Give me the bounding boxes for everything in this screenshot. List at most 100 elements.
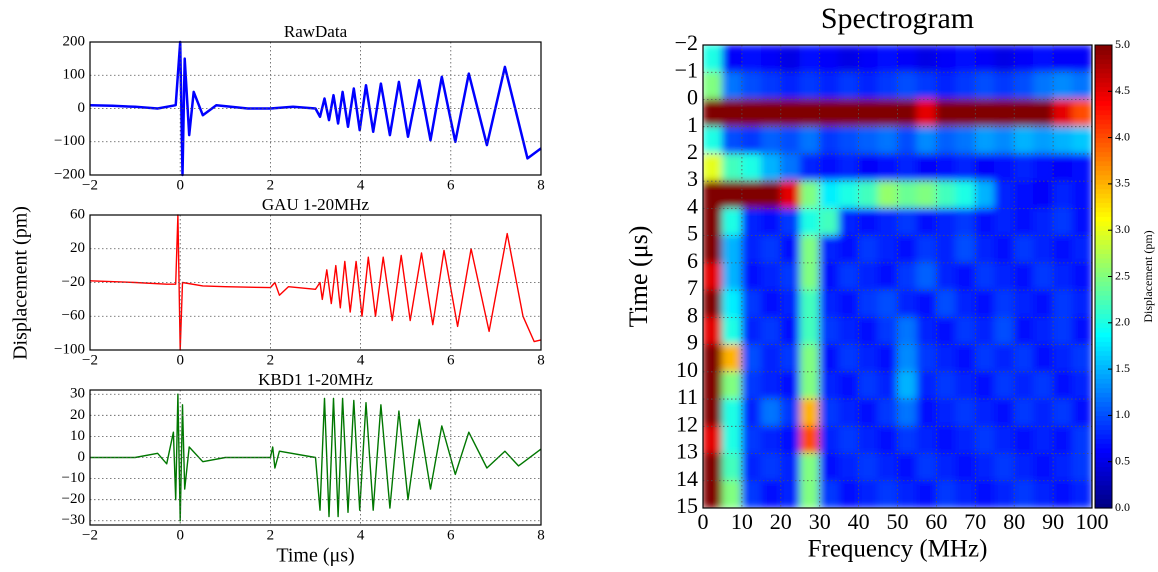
colorbar-step [1095,151,1112,157]
heatmap-cell [799,453,821,482]
colorbar-step [1095,480,1112,486]
heatmap-cell [916,398,937,427]
colorbar-step [1095,207,1112,213]
heatmap-cell [703,71,723,100]
heatmap-cell [858,480,879,508]
heatmap-cell [955,207,976,237]
y-tick-label: 12 [676,411,698,436]
heatmap-cell [858,98,879,128]
heatmap-cell [1033,289,1054,318]
y-tick-label: 10 [676,357,698,382]
heatmap-cell [935,235,957,264]
colorbar-step [1095,45,1112,51]
colorbar-step [1095,271,1112,278]
heatmap-cell [1052,71,1074,100]
heatmap-cell [877,45,898,73]
heatmap-cell [799,344,821,373]
colorbar-step [1095,225,1112,231]
heatmap-cell [799,180,821,209]
heatmap-cell [916,262,937,291]
heatmap-cell [838,235,860,264]
heatmap-cell [703,153,723,182]
colorbar-step [1095,489,1112,495]
heatmap-cell [819,371,840,400]
colorbar-step [1095,193,1112,199]
heatmap-cell [1033,344,1054,373]
y-tick-label: 200 [63,33,86,49]
x-tick-label: 4 [357,352,365,368]
heatmap-cell [838,71,860,100]
heatmap-cell [1033,480,1054,508]
heatmap-cell [819,480,840,508]
colorbar-step [1095,327,1112,333]
heatmap-cell [897,398,918,427]
heatmap-cell [935,207,957,237]
heatmap-cell [916,98,937,128]
heatmap-cell [760,398,782,427]
heatmap-cell [994,235,1015,264]
colorbar-step [1095,392,1112,398]
heatmap-cell [721,480,743,508]
heatmap-cell [838,289,860,318]
colorbar-step [1095,211,1112,217]
colorbar-step [1095,68,1112,74]
colorbar-step [1095,373,1112,379]
heatmap-cell [974,153,996,182]
colorbar-step [1095,336,1112,342]
heatmap-cell [897,371,918,400]
heatmap-cell [760,98,782,128]
colorbar-step [1095,197,1112,204]
heatmap-cell [994,316,1015,346]
colorbar-step [1095,170,1112,176]
heatmap-cell [780,344,801,373]
heatmap-cell [799,371,821,400]
heatmap-cell [741,235,762,264]
colorbar-step [1095,466,1112,472]
heatmap-cell [780,235,801,264]
colorbar-step [1095,262,1112,268]
heatmap-cell [760,480,782,508]
heatmap-cell [858,180,879,209]
heatmap-cell [897,289,918,318]
heatmap-cell [741,480,762,508]
heatmap-cell [741,126,762,155]
heatmap-cell [780,153,801,182]
heatmap-cell [858,344,879,373]
x-tick-label: 2 [267,527,275,543]
colorbar-step [1095,406,1112,412]
heatmap-cell [741,180,762,209]
heatmap-cell [916,235,937,264]
x-tick-label: −2 [82,352,98,368]
colorbar-step [1095,429,1112,435]
colorbar-step [1095,304,1112,310]
y-axis-label: Displacement (pm) [10,206,32,360]
colorbar-step [1095,438,1112,444]
heatmap-cell [703,126,723,155]
heatmap-cell [994,344,1015,373]
colorbar-step [1095,420,1112,426]
heatmap-cell [974,207,996,237]
heatmap-cell [935,98,957,128]
heatmap-cell [955,453,976,482]
colorbar-step [1095,299,1112,305]
heatmap-cell [955,425,976,455]
heatmap-cell [955,153,976,182]
heatmap-cell [780,207,801,237]
colorbar-step [1095,257,1112,264]
heatmap-cell [877,480,898,508]
heatmap-cell [721,453,743,482]
colorbar-step [1095,410,1112,416]
heatmap-cell [897,180,918,209]
y-tick-label: −2 [675,30,698,55]
heatmap-cell [1072,289,1092,318]
x-tick-label: 0 [176,527,184,543]
y-tick-label: −200 [54,166,85,182]
axes: 0 10 20 30 40 50 60 70 80 90 100−2−101234567891011… [624,2,1109,563]
axes-frame [89,214,542,351]
heatmap-cell [780,398,801,427]
heatmap-cell [703,180,723,209]
x-tick-label: 20 [770,509,792,534]
heatmap-cell [799,126,821,155]
heatmap-cell [838,207,860,237]
heatmap-cell [974,344,996,373]
